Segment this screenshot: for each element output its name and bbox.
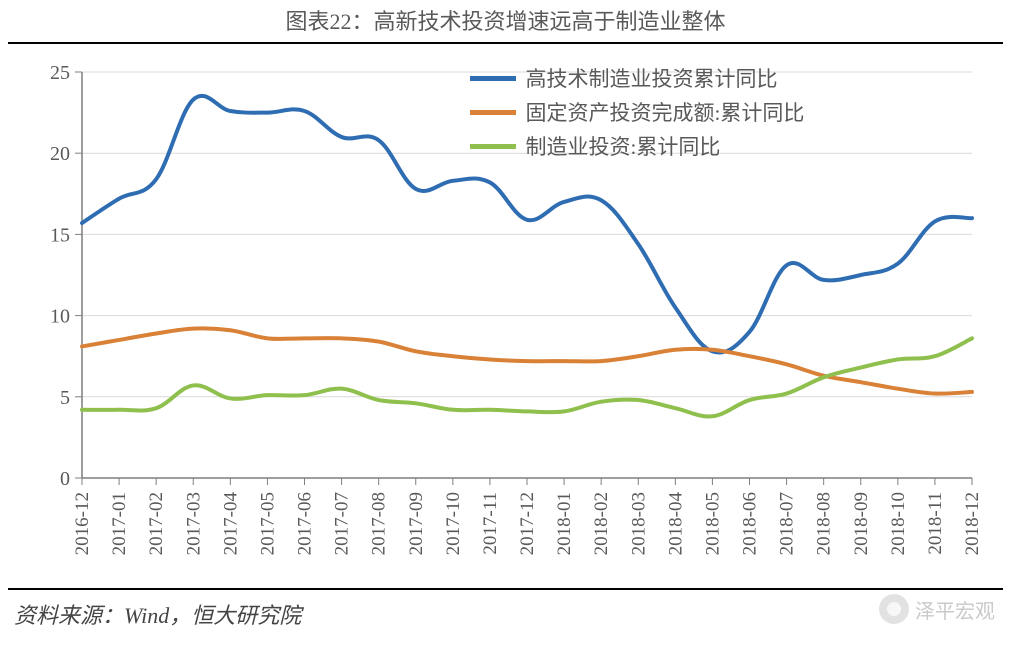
svg-text:2018-12: 2018-12 bbox=[962, 492, 983, 555]
svg-text:2016-12: 2016-12 bbox=[72, 492, 93, 555]
watermark-text: 泽平宏观 bbox=[915, 595, 995, 624]
legend-swatch bbox=[470, 110, 516, 115]
svg-text:2017-07: 2017-07 bbox=[332, 492, 353, 555]
top-rule bbox=[8, 42, 1003, 44]
svg-text:2018-09: 2018-09 bbox=[851, 492, 872, 555]
legend-swatch bbox=[470, 76, 516, 81]
svg-text:20: 20 bbox=[50, 143, 70, 165]
svg-text:2017-10: 2017-10 bbox=[443, 492, 464, 555]
svg-text:0: 0 bbox=[60, 468, 70, 490]
legend-label: 高技术制造业投资累计同比 bbox=[526, 63, 778, 93]
svg-text:2017-12: 2017-12 bbox=[517, 492, 538, 555]
svg-text:2018-07: 2018-07 bbox=[777, 492, 798, 555]
svg-text:2017-04: 2017-04 bbox=[220, 492, 241, 556]
svg-text:2018-08: 2018-08 bbox=[814, 492, 835, 555]
figure-container: 图表22：高新技术投资增速远高于制造业整体 高技术制造业投资累计同比固定资产投资… bbox=[0, 0, 1011, 660]
svg-text:2017-08: 2017-08 bbox=[369, 492, 390, 555]
svg-text:5: 5 bbox=[60, 387, 70, 409]
legend-item: 制造业投资:累计同比 bbox=[466, 130, 809, 162]
legend: 高技术制造业投资累计同比固定资产投资完成额:累计同比制造业投资:累计同比 bbox=[466, 62, 809, 164]
chart-area: 高技术制造业投资累计同比固定资产投资完成额:累计同比制造业投资:累计同比 0 5 1… bbox=[20, 58, 991, 588]
watermark: 泽平宏观 bbox=[879, 594, 995, 624]
series-line bbox=[82, 328, 972, 393]
svg-text:25: 25 bbox=[50, 62, 70, 84]
svg-text:2018-05: 2018-05 bbox=[702, 492, 723, 555]
svg-text:2017-05: 2017-05 bbox=[257, 492, 278, 555]
svg-text:2018-03: 2018-03 bbox=[628, 492, 649, 555]
legend-label: 固定资产投资完成额:累计同比 bbox=[526, 97, 805, 127]
svg-text:2018-01: 2018-01 bbox=[554, 492, 575, 555]
svg-text:2017-02: 2017-02 bbox=[146, 492, 167, 555]
legend-item: 高技术制造业投资累计同比 bbox=[466, 62, 809, 94]
legend-label: 制造业投资:累计同比 bbox=[526, 131, 721, 161]
legend-item: 固定资产投资完成额:累计同比 bbox=[466, 96, 809, 128]
svg-text:2017-06: 2017-06 bbox=[295, 492, 316, 555]
svg-text:2017-09: 2017-09 bbox=[406, 492, 427, 555]
chart-title: 图表22：高新技术投资增速远高于制造业整体 bbox=[0, 0, 1011, 42]
svg-text:2017-03: 2017-03 bbox=[183, 492, 204, 555]
svg-text:2017-01: 2017-01 bbox=[109, 492, 130, 555]
svg-text:2018-06: 2018-06 bbox=[740, 492, 761, 555]
svg-text:2018-02: 2018-02 bbox=[591, 492, 612, 555]
wechat-icon bbox=[879, 594, 909, 624]
svg-text:10: 10 bbox=[50, 306, 70, 328]
svg-text:2018-11: 2018-11 bbox=[925, 492, 946, 555]
legend-swatch bbox=[470, 144, 516, 149]
svg-text:15: 15 bbox=[50, 224, 70, 246]
svg-text:2018-04: 2018-04 bbox=[665, 492, 686, 556]
svg-text:2017-11: 2017-11 bbox=[480, 492, 501, 555]
svg-text:2018-10: 2018-10 bbox=[888, 492, 909, 555]
source-label: 资料来源：Wind，恒大研究院 bbox=[0, 590, 1011, 630]
